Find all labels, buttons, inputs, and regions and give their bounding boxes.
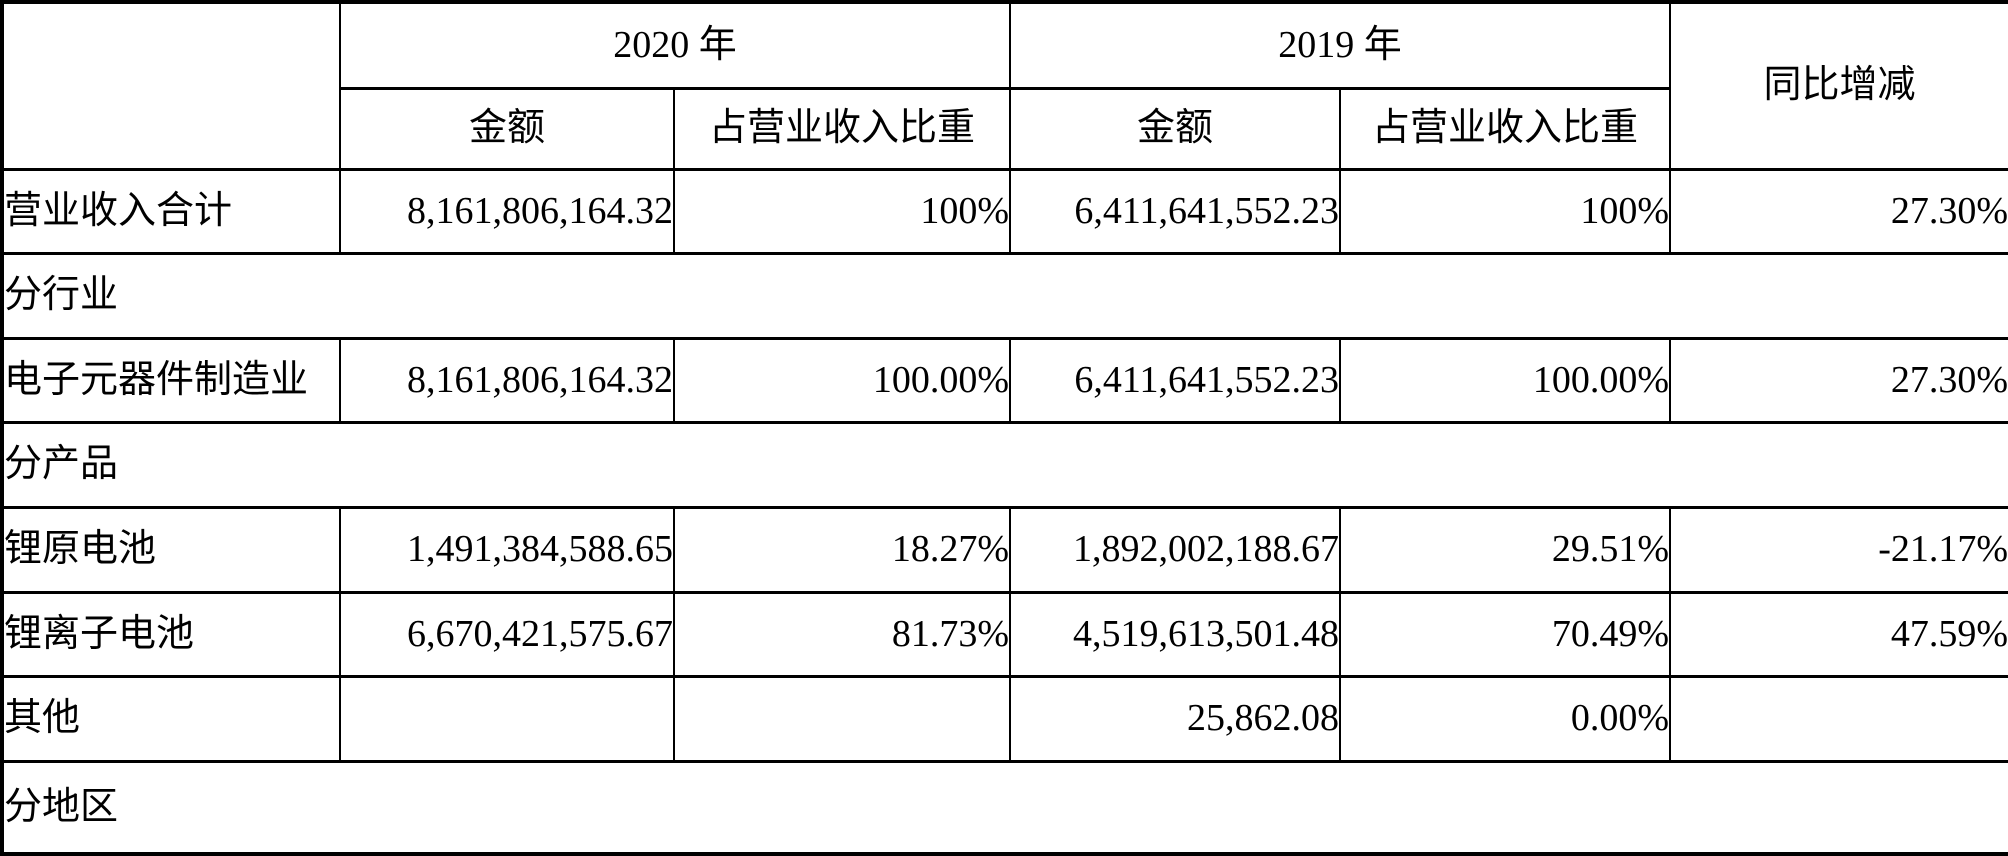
amount-2020-cell: 8,161,806,164.32: [339, 336, 675, 425]
share-2019-cell: 70.49%: [1339, 590, 1672, 679]
header-share-2020: 占营业收入比重: [672, 87, 1012, 171]
header-year-2019: 2019 年: [1009, 0, 1672, 91]
section-label-cell: 分地区: [0, 759, 2008, 856]
table-row-lithium-primary-battery: 锂原电池 1,491,384,588.65 18.27% 1,892,002,1…: [1, 506, 2008, 594]
section-label-cell: 分产品: [0, 421, 2008, 510]
table-row-lithium-ion-battery: 锂离子电池 6,670,421,575.67 81.73% 4,519,613,…: [1, 590, 2008, 679]
header-yoy-change: 同比增减: [1669, 0, 2008, 171]
amount-2019-cell: 4,519,613,501.48: [1009, 590, 1342, 679]
amount-2019-cell: 1,892,002,188.67: [1009, 506, 1342, 594]
row-label-cell: 其他: [1, 675, 341, 763]
header-amount-2019: 金额: [1009, 87, 1342, 171]
yoy-cell: -21.17%: [1669, 506, 2008, 594]
share-2020-cell: 100%: [672, 167, 1012, 256]
share-2020-cell: 81.73%: [672, 590, 1012, 679]
share-2019-cell: 29.51%: [1339, 506, 1672, 594]
share-2019-cell: 100.00%: [1339, 336, 1672, 425]
header-share-2019: 占营业收入比重: [1339, 87, 1672, 171]
header-year-2020: 2020 年: [338, 0, 1012, 91]
row-label-cell: 锂原电池: [1, 506, 341, 594]
table-row-electronic-components: 电子元器件制造业 8,161,806,164.32 100.00% 6,411,…: [1, 336, 2008, 425]
yoy-cell: 27.30%: [1669, 336, 2008, 425]
table-row-other: 其他 25,862.08 0.00%: [1, 675, 2008, 763]
yoy-cell: 27.30%: [1669, 167, 2008, 256]
yoy-cell: [1669, 675, 2008, 763]
amount-2020-cell: 6,670,421,575.67: [339, 590, 675, 679]
section-row-product: 分产品: [0, 421, 2008, 510]
section-row-industry: 分行业: [0, 252, 2008, 340]
share-2020-cell: 18.27%: [672, 506, 1012, 594]
section-label-cell: 分行业: [0, 252, 2008, 340]
corner-cell: [1, 0, 341, 171]
table-row-total-revenue: 营业收入合计 8,161,806,164.32 100% 6,411,641,5…: [1, 167, 2008, 256]
amount-2020-cell: 8,161,806,164.32: [339, 167, 675, 256]
row-label-cell: 电子元器件制造业: [1, 336, 341, 425]
amount-2019-cell: 6,411,641,552.23: [1009, 167, 1342, 256]
share-2020-cell: [672, 675, 1012, 763]
row-label-cell: 营业收入合计: [1, 167, 341, 256]
share-2019-cell: 100%: [1339, 167, 1672, 256]
header-row-metrics: 金额 占营业收入比重 金额 占营业收入比重: [2, 87, 2008, 171]
header-row-years: 2020 年 2019 年 同比增减: [1, 0, 2008, 171]
yoy-cell: 47.59%: [1669, 590, 2008, 679]
header-amount-2020: 金额: [339, 87, 675, 171]
row-label-cell: 锂离子电池: [1, 590, 341, 679]
amount-2019-cell: 6,411,641,552.23: [1009, 336, 1342, 425]
share-2019-cell: 0.00%: [1339, 675, 1672, 763]
section-row-region: 分地区: [0, 759, 2008, 856]
amount-2019-cell: 25,862.08: [1009, 675, 1342, 763]
amount-2020-cell: 1,491,384,588.65: [339, 506, 675, 594]
amount-2020-cell: [339, 675, 675, 763]
share-2020-cell: 100.00%: [672, 336, 1012, 425]
